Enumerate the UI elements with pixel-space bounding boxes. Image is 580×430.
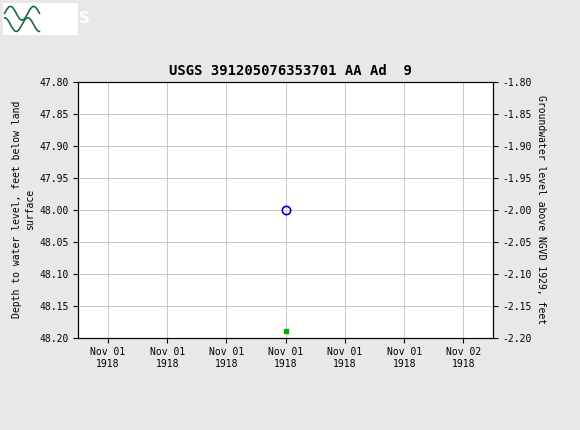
Y-axis label: Groundwater level above NGVD 1929, feet: Groundwater level above NGVD 1929, feet: [536, 95, 546, 324]
Text: USGS: USGS: [44, 12, 90, 26]
Y-axis label: Depth to water level, feet below land
surface: Depth to water level, feet below land su…: [12, 101, 35, 318]
Bar: [3, 3, 78, 35]
Text: USGS 391205076353701 AA Ad  9: USGS 391205076353701 AA Ad 9: [169, 64, 411, 78]
